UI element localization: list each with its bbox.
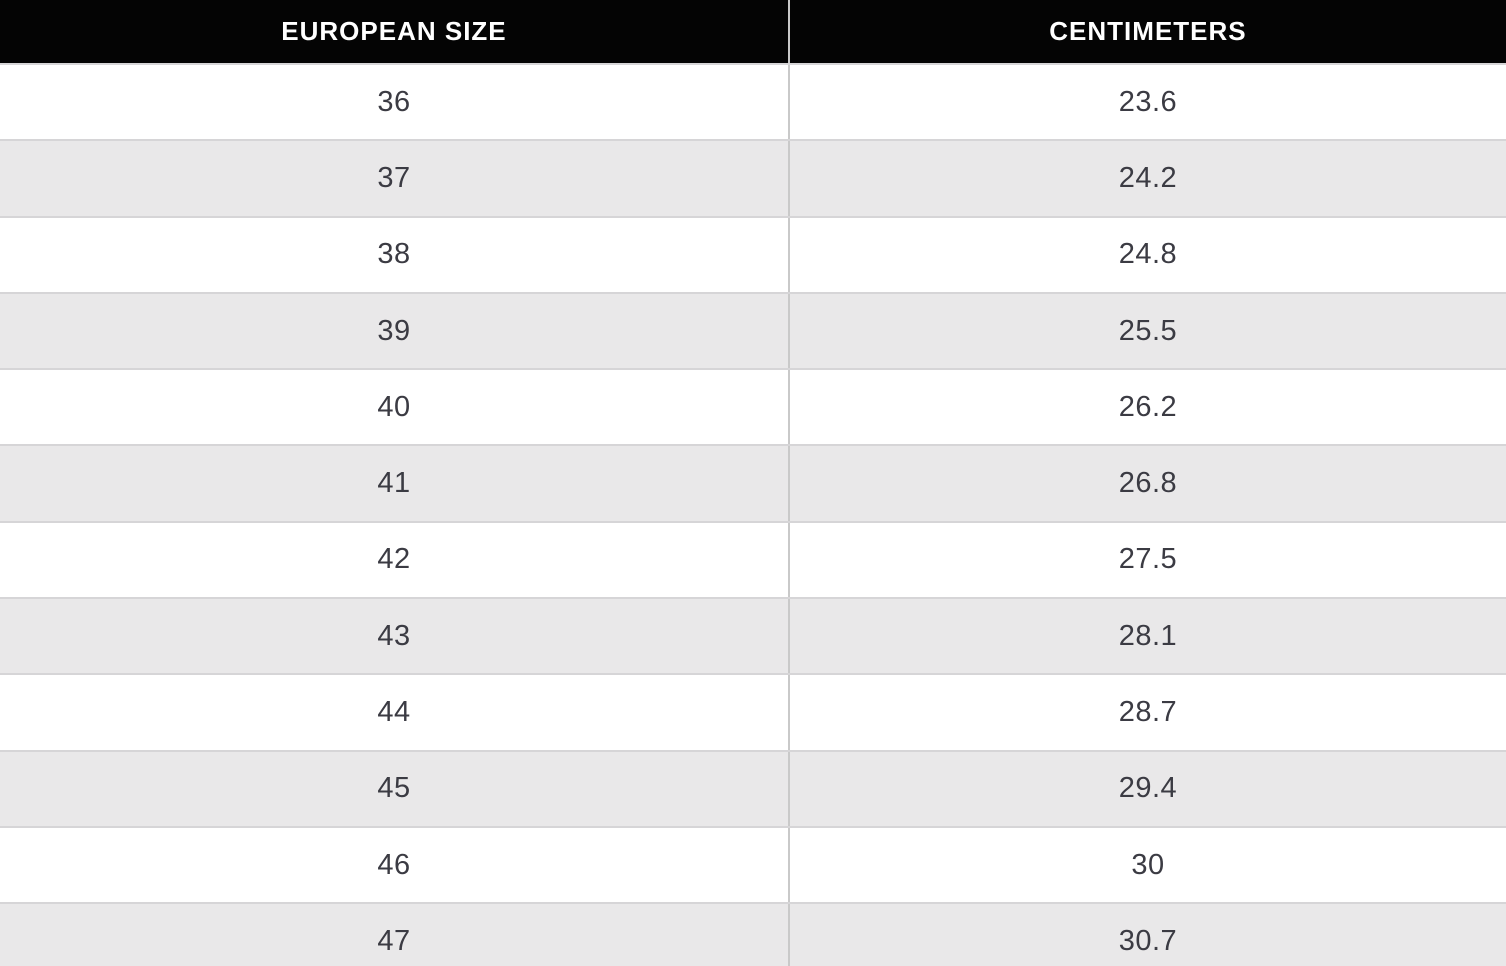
- table-row: 44 28.7: [0, 673, 1506, 750]
- table-row: 40 26.2: [0, 368, 1506, 445]
- european-size-cell: 39: [377, 314, 411, 347]
- table-header-row: EUROPEAN SIZE CENTIMETERS: [0, 0, 1506, 63]
- table-row: 37 24.2: [0, 139, 1506, 216]
- table-row: 47 30.7: [0, 902, 1506, 966]
- table-row: 46 30: [0, 825, 1506, 903]
- centimeters-cell: 28.1: [787, 599, 1506, 674]
- table-row: 39 25.5: [0, 291, 1506, 369]
- european-size-cell: 46: [377, 848, 411, 881]
- european-size-cell: 36: [377, 85, 411, 118]
- european-size-cell: 37: [377, 161, 411, 194]
- header-centimeters: CENTIMETERS: [787, 0, 1506, 63]
- table-row: 45 29.4: [0, 749, 1506, 826]
- centimeters-cell: 26.2: [787, 370, 1506, 445]
- table-row: 38 24.8: [0, 215, 1506, 292]
- centimeters-cell: 28.7: [787, 675, 1506, 750]
- european-size-cell: 40: [377, 390, 411, 423]
- centimeters-cell: 30.7: [787, 904, 1506, 966]
- centimeters-cell: 26.8: [787, 446, 1506, 521]
- centimeters-cell: 24.2: [787, 141, 1506, 216]
- european-size-cell: 38: [377, 238, 411, 271]
- centimeters-cell: 23.6: [787, 65, 1506, 140]
- table-row: 41 26.8: [0, 444, 1506, 521]
- centimeters-cell: 29.4: [787, 751, 1506, 826]
- european-size-cell: 45: [377, 772, 411, 805]
- centimeters-cell: 24.8: [787, 217, 1506, 292]
- table-row: 42 27.5: [0, 520, 1506, 598]
- european-size-cell: 41: [377, 467, 411, 500]
- centimeters-cell: 27.5: [787, 522, 1506, 598]
- centimeters-cell: 25.5: [787, 293, 1506, 369]
- table-row: 43 28.1: [0, 597, 1506, 674]
- centimeters-cell: 30: [787, 827, 1506, 903]
- table-body: 36 23.6 37 24.2 38 24.8 39 25.5 40 26.2 …: [0, 63, 1506, 966]
- european-size-cell: 42: [377, 543, 411, 576]
- european-size-cell: 47: [377, 924, 411, 957]
- european-size-cell: 43: [377, 619, 411, 652]
- table-row: 36 23.6: [0, 63, 1506, 140]
- european-size-cell: 44: [377, 696, 411, 729]
- header-european-size: EUROPEAN SIZE: [281, 16, 507, 46]
